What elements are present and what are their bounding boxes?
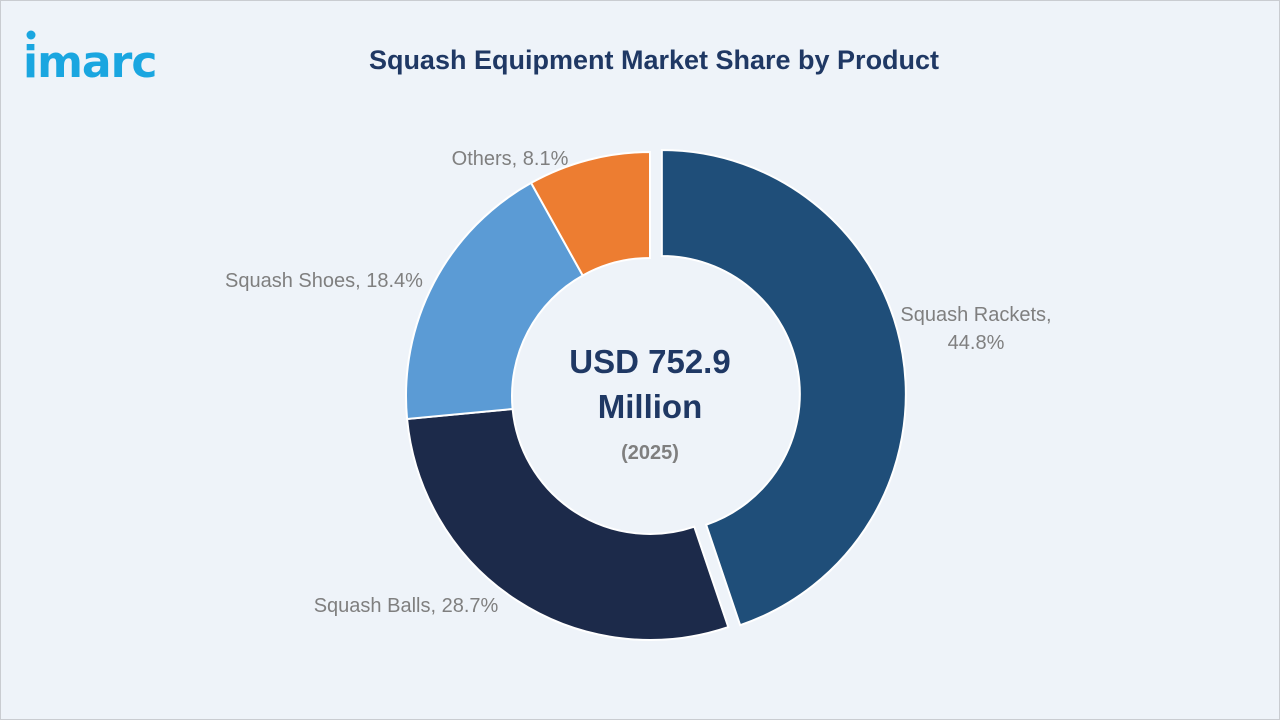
slice-squash-shoes [405, 181, 585, 421]
logo-text: imarc [23, 37, 156, 88]
chart-title: Squash Equipment Market Share by Product [368, 45, 940, 75]
label-squash-rackets: Squash Rackets, 44.8% [900, 304, 1051, 354]
slice-squash-balls [405, 407, 730, 641]
label-squash-shoes: Squash Shoes, 18.4% [225, 270, 423, 292]
center-value-line1: USD 752.9 [569, 343, 730, 380]
slice-squash-rackets [660, 149, 907, 627]
center-value-line2: Million [598, 388, 702, 425]
slice-others [529, 150, 651, 277]
label-others: Others, 8.1% [452, 148, 569, 170]
label-squash-balls: Squash Balls, 28.7% [314, 595, 499, 617]
center-year: (2025) [621, 442, 679, 464]
imarc-logo: imarc [23, 30, 157, 88]
center-label: USD 752.9 Million (2025) [569, 343, 730, 464]
donut-slices [405, 149, 907, 641]
slice-labels: Squash Rackets, 44.8% Squash Balls, 28.7% S… [225, 148, 1052, 617]
